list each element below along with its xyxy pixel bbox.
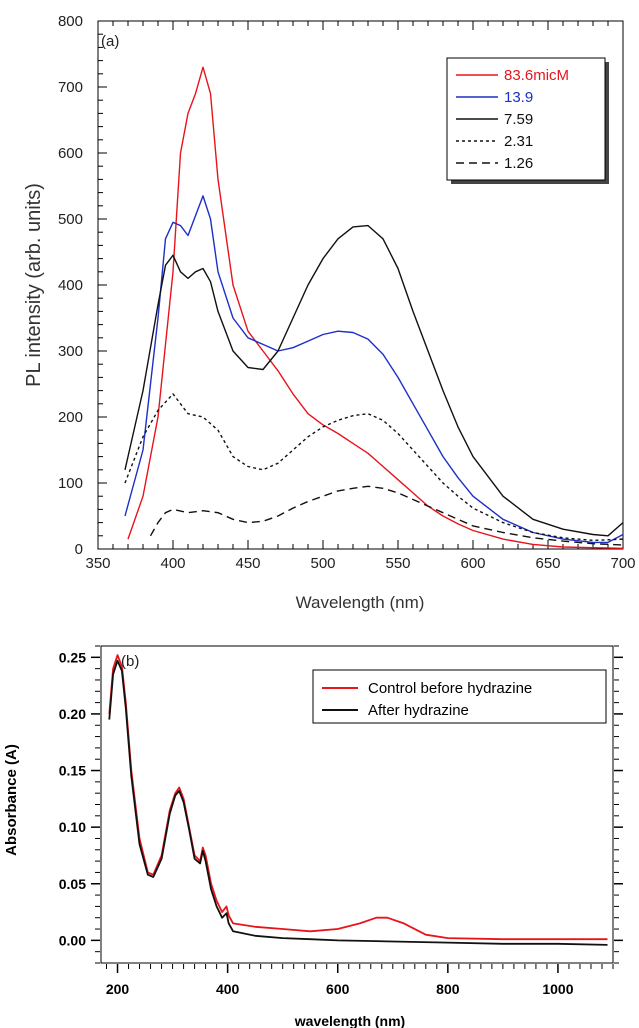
x-tick-label: 550	[385, 555, 410, 572]
series-line-1	[108, 654, 608, 941]
x-tick-label: 800	[436, 981, 460, 997]
panel-a-label: (a)	[101, 33, 119, 50]
y-tick-label: 0.10	[59, 819, 86, 835]
x-tick-label: 350	[85, 555, 110, 572]
panel-a-x-tick-labels: 350 400 450 500 550 600 650 700	[85, 555, 635, 572]
legend-label: 7.59	[504, 111, 533, 128]
panel-b-legend-box	[312, 669, 607, 724]
y-tick-label: 200	[58, 409, 83, 426]
x-tick-label: 200	[106, 981, 130, 997]
panel-b-x-axis-label: wavelength (nm)	[294, 1013, 405, 1028]
series-line-5	[149, 485, 624, 546]
y-tick-label: 300	[58, 343, 83, 360]
legend-label: 1.26	[504, 155, 533, 172]
y-tick-label: 600	[58, 145, 83, 162]
y-tick-label: 400	[58, 277, 83, 294]
y-tick-label: 700	[58, 79, 83, 96]
panel-a-legend-items: 83.6micM 13.9 7.59 2.31 1.26	[456, 67, 569, 172]
x-tick-label: 650	[535, 555, 560, 572]
x-tick-label: 400	[216, 981, 240, 997]
panel-b-plot-frame	[100, 645, 614, 964]
panel-a-y-axis-label: PL intensity (arb. units)	[23, 183, 45, 387]
series-line-2	[124, 195, 624, 544]
x-tick-label: 1000	[542, 981, 573, 997]
legend-label: 2.31	[504, 133, 533, 150]
panel-b-x-tick-labels: 200 400 600 800 1000	[106, 981, 574, 997]
x-tick-label: 700	[610, 555, 635, 572]
x-tick-label: 600	[460, 555, 485, 572]
panel-b-legend: Control before hydrazine After hydrazine	[312, 669, 607, 724]
y-tick-label: 100	[58, 475, 83, 492]
y-tick-label: 0.25	[59, 649, 86, 665]
panel-a-legend: 83.6micM 13.9 7.59 2.31 1.26	[446, 57, 609, 184]
legend-label: 83.6micM	[504, 67, 569, 84]
x-tick-label: 600	[326, 981, 350, 997]
x-tick-label: 400	[160, 555, 185, 572]
y-tick-label: 800	[58, 13, 83, 30]
panel-b-ticks	[91, 645, 623, 973]
panel-b-y-axis-label: Absorbance (A)	[3, 744, 20, 856]
x-tick-label: 500	[310, 555, 335, 572]
y-tick-label: 0.15	[59, 763, 86, 779]
y-tick-label: 500	[58, 211, 83, 228]
legend-label: After hydrazine	[368, 702, 469, 719]
panel-a-pl-spectra: 350 400 450 500 550 600 650 700 0 100 200 300 400 50…	[23, 13, 636, 612]
panel-a-x-axis-label: Wavelength (nm)	[296, 593, 425, 612]
panel-a-y-tick-labels: 0 100 200 300 400 500 600 700 800	[58, 13, 83, 558]
legend-label: Control before hydrazine	[368, 680, 532, 697]
y-tick-label: 0.05	[59, 876, 86, 892]
series-line-2	[108, 659, 608, 946]
y-tick-label: 0.20	[59, 706, 86, 722]
panel-b-series-lines	[108, 654, 608, 946]
legend-label: 13.9	[504, 89, 533, 106]
series-line-1	[127, 66, 624, 549]
panel-b-label: (b)	[121, 653, 139, 670]
series-line-4	[124, 393, 624, 542]
x-tick-label: 450	[235, 555, 260, 572]
panel-b-y-tick-labels: 0.00 0.05 0.10 0.15 0.20 0.25	[59, 649, 86, 948]
panel-a-series-lines	[124, 66, 624, 549]
panel-b-legend-items: Control before hydrazine After hydrazine	[322, 680, 532, 719]
y-tick-label: 0.00	[59, 932, 86, 948]
y-tick-label: 0	[75, 541, 83, 558]
panel-b-absorbance: 200 400 600 800 1000 0.00 0.05 0.10 0.15 0.20 0.2…	[3, 645, 623, 1028]
series-line-3	[124, 224, 624, 537]
